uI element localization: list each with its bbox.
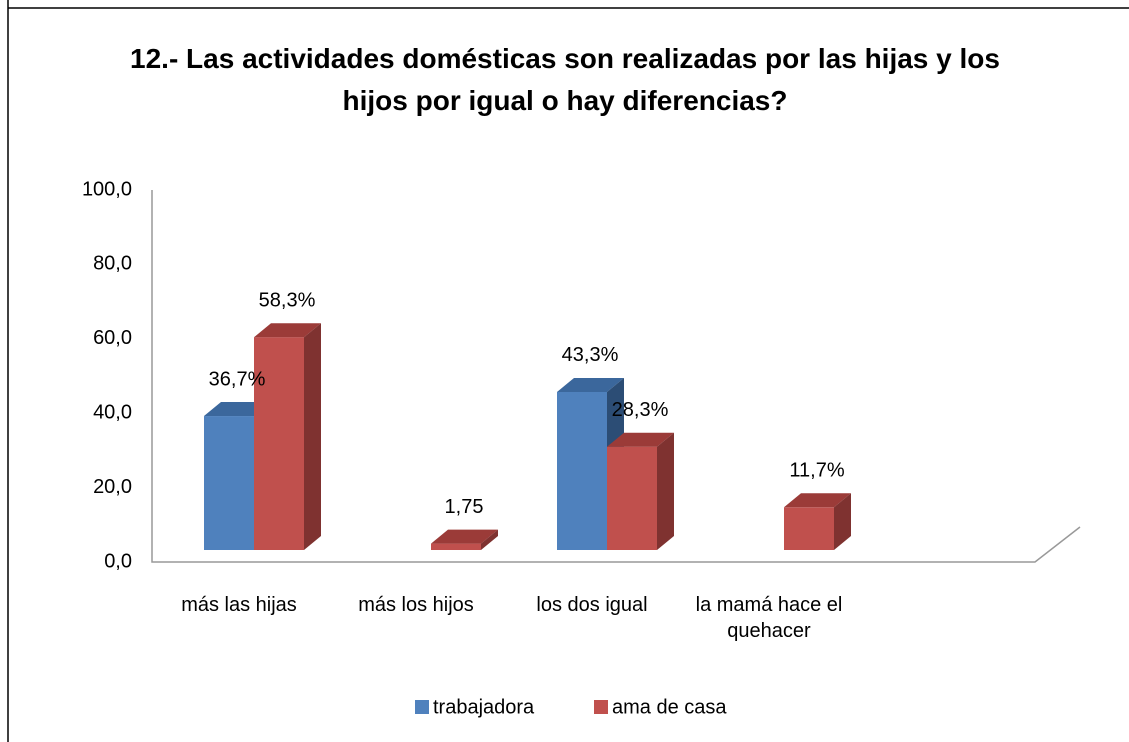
legend-swatch <box>415 700 429 714</box>
value-label: 43,3% <box>562 344 619 366</box>
x-tick-label: los dos igual <box>536 594 648 616</box>
bar-front <box>607 446 657 550</box>
legend-label: ama de casa <box>612 696 727 718</box>
value-label: 36,7% <box>209 368 266 390</box>
x-tick-label: más las hijas <box>181 594 297 616</box>
x-tick-label: la mamá hace el quehacer <box>695 594 843 642</box>
bar-top <box>607 432 674 447</box>
value-label: 28,3% <box>612 399 669 421</box>
y-tick-label: 20,0 <box>93 476 132 498</box>
bar-front <box>254 337 304 550</box>
value-label: 11,7% <box>789 460 844 482</box>
bar-side <box>304 323 321 550</box>
y-tick-label: 80,0 <box>93 253 132 275</box>
x-tick-label: más los hijos <box>358 594 474 616</box>
bar-front <box>784 507 834 550</box>
y-tick-label: 100,0 <box>82 178 132 200</box>
axis <box>151 190 1081 563</box>
chart-title: 12.- Las actividades domésticas son real… <box>130 43 1000 116</box>
value-label: 58,3% <box>259 289 316 311</box>
bar-front <box>431 543 481 550</box>
y-tick-label: 0,0 <box>104 550 132 572</box>
y-tick-label: 40,0 <box>93 401 132 423</box>
legend-label: trabajadora <box>433 696 535 718</box>
bar-front <box>204 416 254 550</box>
value-label: 1,75 <box>445 496 484 518</box>
bar-top <box>784 493 851 508</box>
legend-swatch <box>594 700 608 714</box>
bar-top <box>557 377 624 392</box>
bar-front <box>557 391 607 550</box>
bar-side <box>657 432 674 550</box>
bar-top <box>431 529 498 544</box>
bar-side <box>834 493 851 550</box>
bar-top <box>254 323 321 338</box>
y-tick-label: 60,0 <box>93 327 132 349</box>
bar-side <box>481 529 498 550</box>
